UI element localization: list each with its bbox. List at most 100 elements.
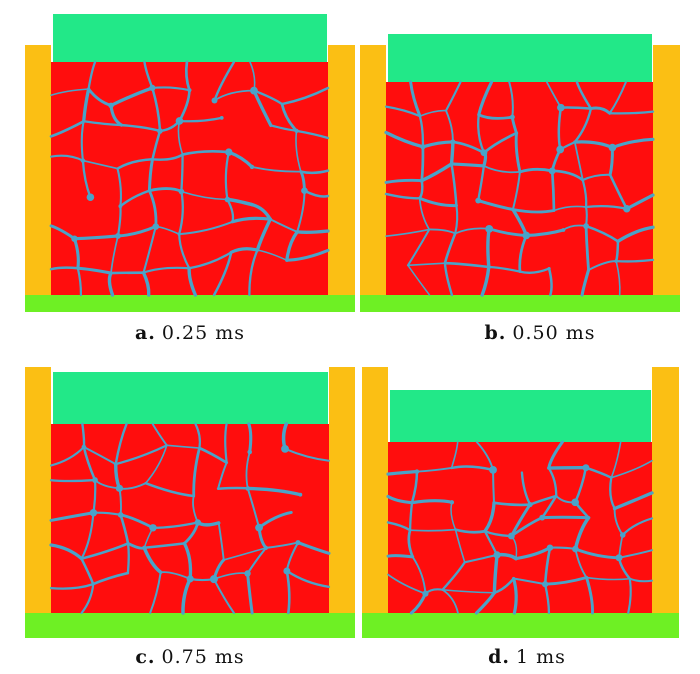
binder-boundary bbox=[198, 446, 229, 465]
binder-boundary bbox=[477, 113, 514, 120]
binder-boundary bbox=[450, 162, 458, 207]
binder-boundary bbox=[511, 170, 521, 211]
binder-pore bbox=[475, 197, 482, 204]
binder-boundary bbox=[486, 227, 491, 269]
binder-boundary bbox=[217, 461, 228, 490]
binder-pore bbox=[194, 519, 202, 526]
binder-boundary bbox=[187, 266, 198, 297]
binder-boundary bbox=[410, 499, 454, 505]
binder-boundary bbox=[477, 80, 494, 117]
binder-boundary bbox=[411, 555, 427, 595]
binder-boundary bbox=[255, 217, 272, 252]
panel-a bbox=[25, 12, 355, 312]
binder-boundary bbox=[151, 423, 168, 447]
caption-label: c. bbox=[135, 646, 156, 668]
binder-boundary bbox=[126, 542, 130, 575]
binder-pore bbox=[152, 223, 160, 230]
binder-pore bbox=[542, 581, 549, 588]
binder-boundary bbox=[285, 569, 291, 615]
binder-boundary bbox=[269, 218, 299, 233]
binder-boundary bbox=[184, 60, 191, 92]
binder-boundary bbox=[119, 189, 151, 208]
binder-boundary bbox=[80, 120, 85, 162]
binder-network bbox=[386, 440, 654, 615]
binder-boundary bbox=[147, 157, 154, 193]
binder-boundary bbox=[410, 470, 419, 504]
binder-boundary bbox=[107, 271, 115, 297]
binder-boundary bbox=[384, 192, 421, 200]
binder-boundary bbox=[443, 261, 491, 269]
binder-boundary bbox=[573, 515, 591, 551]
binder-boundary bbox=[615, 258, 655, 263]
compaction-diagram-d bbox=[362, 367, 679, 638]
binder-boundary bbox=[285, 248, 330, 262]
binder-boundary bbox=[384, 130, 425, 149]
binder-boundary bbox=[180, 153, 184, 193]
binder-boundary bbox=[615, 260, 621, 296]
binder-boundary bbox=[49, 543, 84, 561]
binder-boundary bbox=[247, 422, 253, 454]
binder-boundary bbox=[420, 162, 454, 183]
binder-boundary bbox=[49, 478, 97, 483]
binder-boundary bbox=[144, 444, 168, 485]
binder-boundary bbox=[547, 440, 564, 470]
binder-boundary bbox=[296, 541, 331, 555]
binder-pore bbox=[92, 477, 98, 483]
binder-boundary bbox=[419, 109, 447, 117]
compaction-diagram-a bbox=[25, 14, 355, 312]
binder-boundary bbox=[114, 444, 168, 466]
binder-boundary bbox=[616, 225, 655, 243]
binder-boundary bbox=[194, 422, 201, 450]
binder-boundary bbox=[416, 467, 453, 473]
binder-boundary bbox=[49, 119, 86, 138]
binder-boundary bbox=[144, 481, 195, 498]
binder-boundary bbox=[284, 447, 330, 462]
binder-pore bbox=[572, 545, 579, 553]
left-wall bbox=[25, 45, 51, 295]
binder-pore bbox=[480, 149, 488, 157]
binder-boundary bbox=[142, 546, 163, 575]
binder-boundary bbox=[450, 465, 495, 472]
binder-boundary bbox=[224, 151, 230, 201]
binder-boundary bbox=[543, 576, 589, 586]
binder-pore bbox=[209, 575, 218, 584]
binder-boundary bbox=[584, 224, 620, 243]
binder-boundary bbox=[610, 459, 653, 479]
caption-time: 1 ms bbox=[516, 646, 566, 668]
binder-boundary bbox=[165, 444, 201, 449]
binder-boundary bbox=[142, 225, 157, 274]
binder-pore bbox=[539, 514, 546, 521]
binder-pore bbox=[224, 196, 231, 203]
binder-boundary bbox=[188, 251, 233, 270]
binder-pore bbox=[301, 187, 308, 195]
binder-boundary bbox=[587, 260, 618, 271]
binder-boundary bbox=[80, 583, 95, 615]
binder-boundary bbox=[229, 247, 259, 254]
binder-boundary bbox=[248, 248, 259, 297]
binder-boundary bbox=[585, 576, 594, 615]
binder-boundary bbox=[116, 158, 154, 170]
binder-boundary bbox=[580, 268, 591, 297]
base-plate bbox=[362, 613, 679, 638]
binder-boundary bbox=[612, 491, 654, 511]
binder-pore bbox=[623, 205, 631, 213]
base-plate bbox=[360, 295, 680, 312]
binder-pore bbox=[244, 570, 251, 577]
binder-pore bbox=[616, 239, 620, 243]
binder-boundary bbox=[246, 571, 254, 615]
right-wall bbox=[329, 367, 355, 613]
left-wall bbox=[362, 367, 388, 613]
binder-boundary bbox=[420, 145, 425, 182]
binder-boundary bbox=[222, 547, 267, 561]
binder-boundary bbox=[116, 225, 158, 238]
binder-boundary bbox=[581, 178, 588, 209]
binder-boundary bbox=[492, 468, 495, 504]
base-plate bbox=[25, 613, 355, 638]
binder-boundary bbox=[628, 577, 653, 583]
binder-boundary bbox=[443, 232, 457, 265]
binder-pore bbox=[294, 128, 299, 133]
binder-boundary bbox=[575, 80, 593, 110]
binder-boundary bbox=[609, 476, 616, 510]
binder-boundary bbox=[178, 190, 184, 236]
binder-boundary bbox=[511, 576, 518, 615]
